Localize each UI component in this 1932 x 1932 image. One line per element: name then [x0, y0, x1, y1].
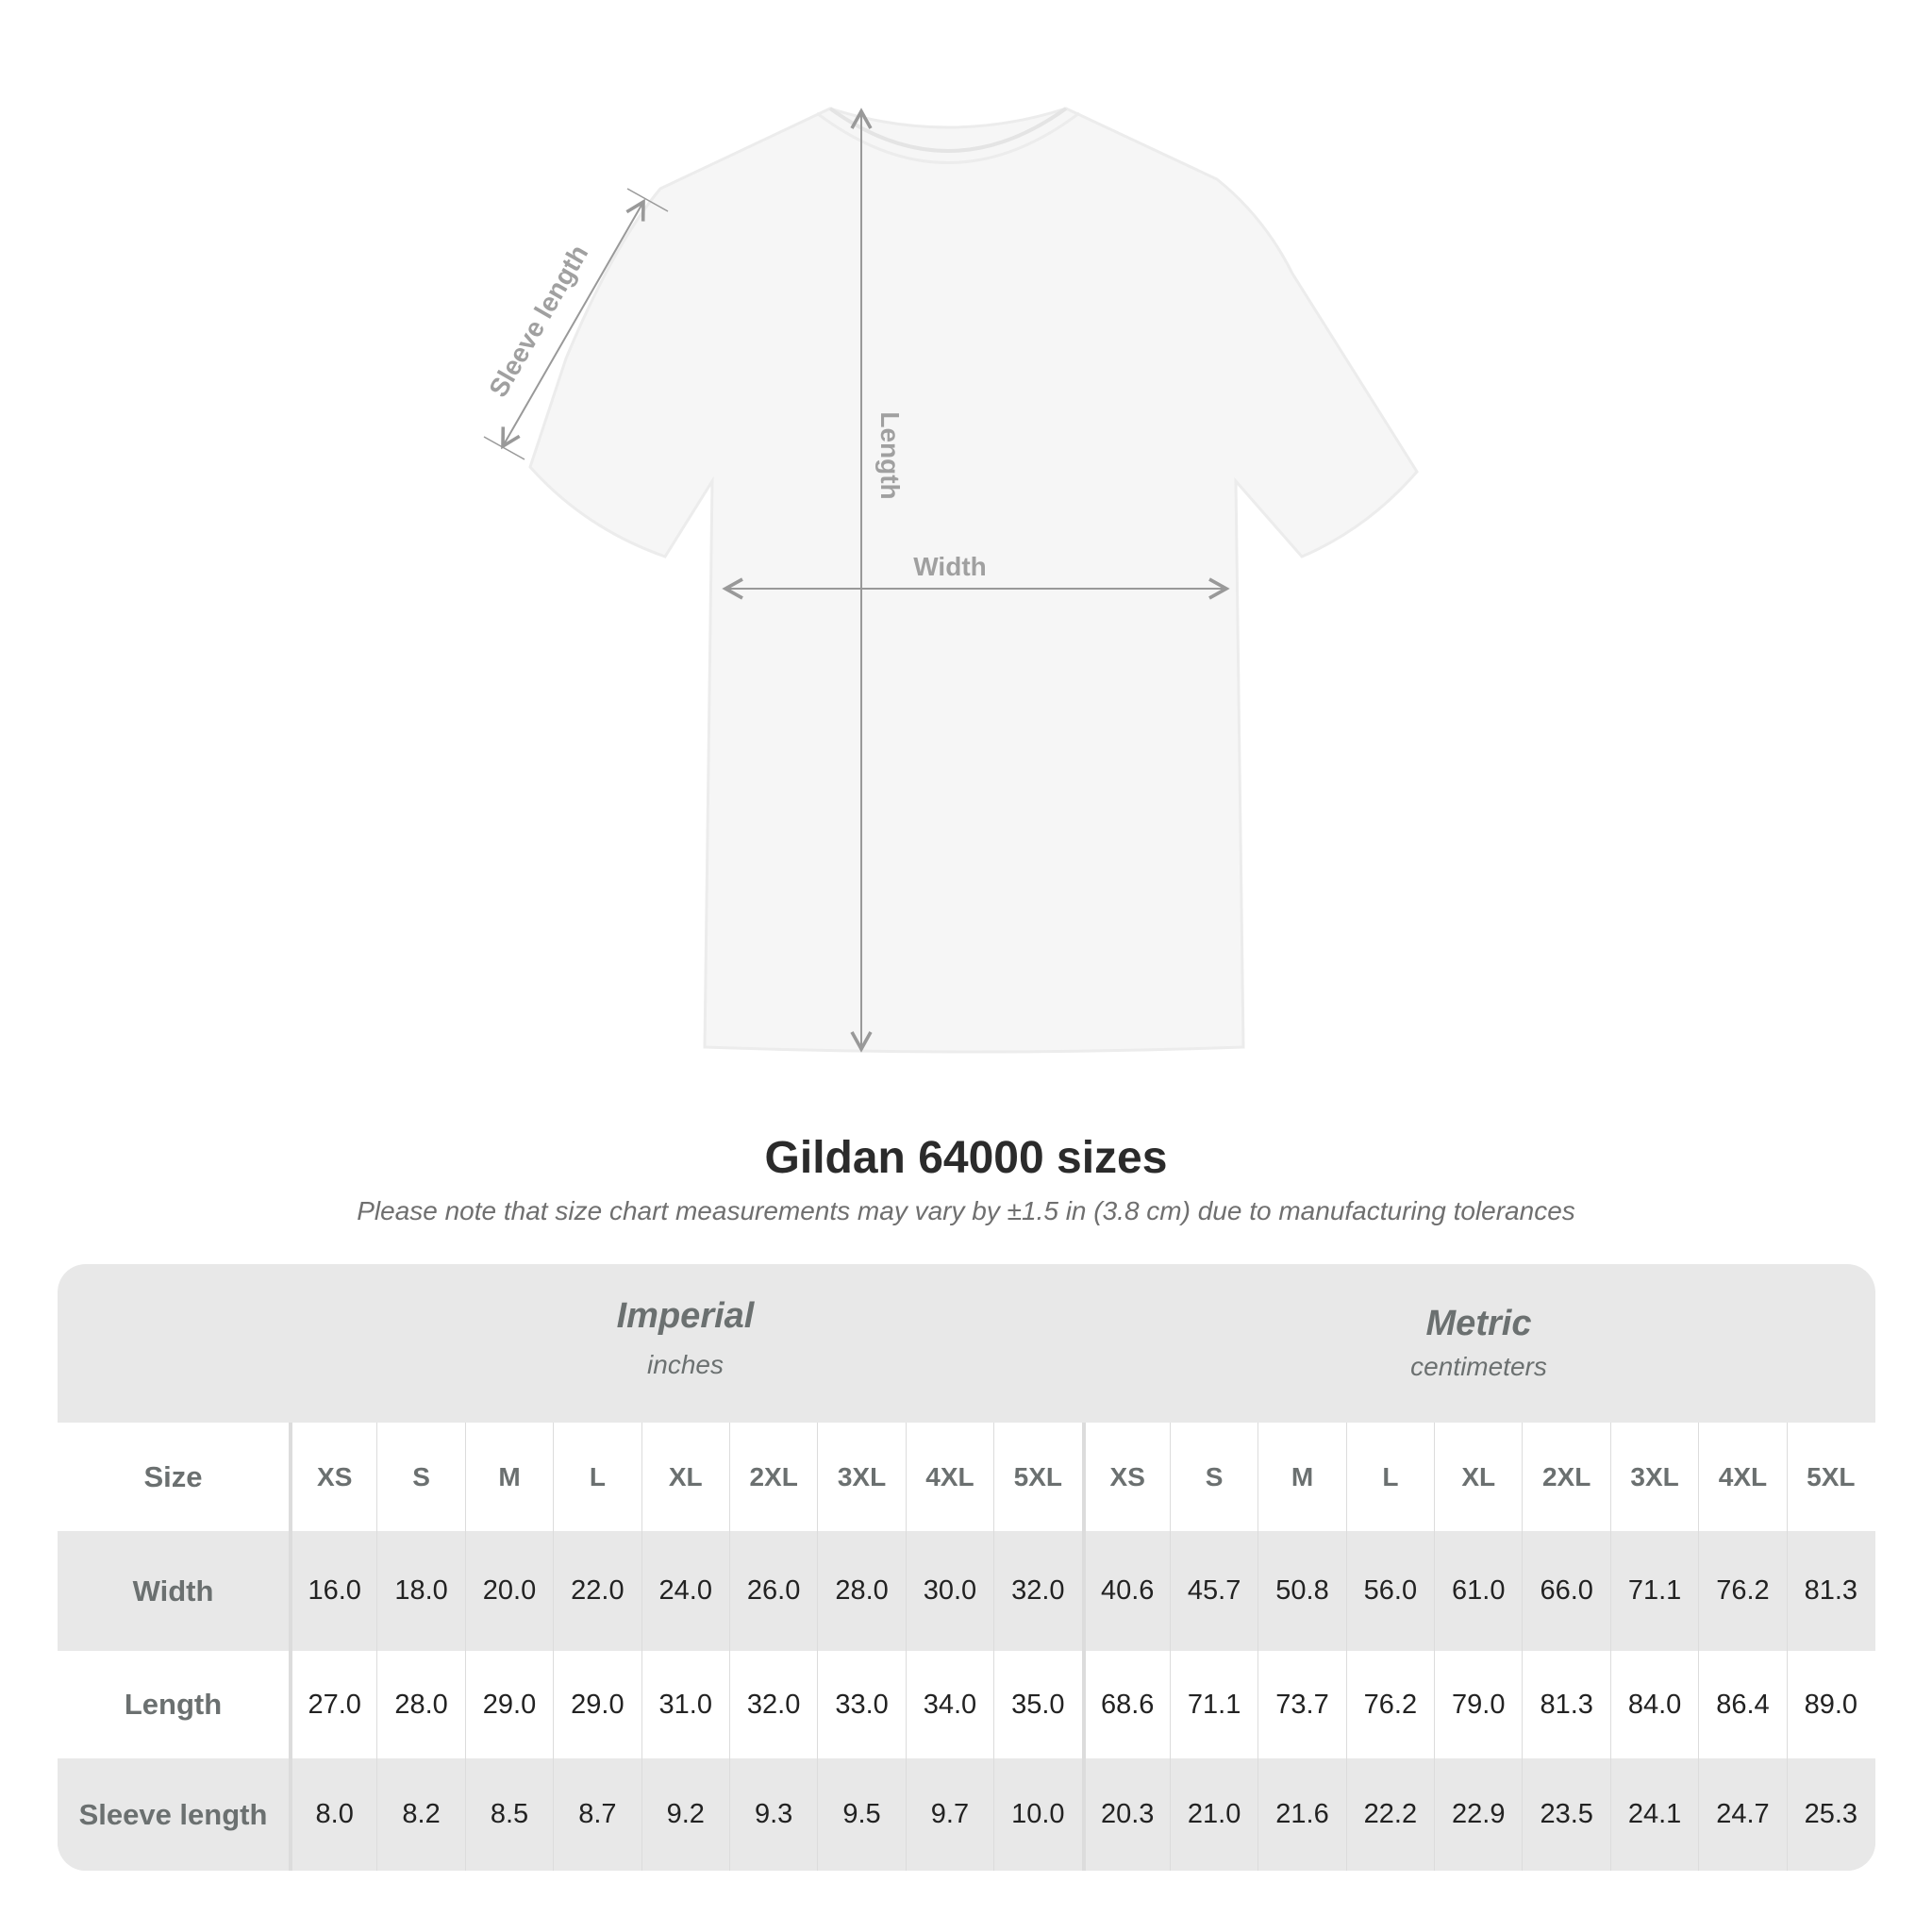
imperial-size-header: 5XL [993, 1423, 1081, 1531]
imperial-value-cell: 29.0 [553, 1651, 641, 1758]
metric-value-cell: 22.2 [1345, 1758, 1434, 1871]
metric-value-cell: 61.0 [1434, 1531, 1522, 1651]
table-row: Sleeve length 8.0 8.2 8.5 8.7 9.2 9.3 9.5 9.7 10.… [58, 1758, 1875, 1871]
imperial-value-cell: 34.0 [905, 1651, 993, 1758]
metric-value-cell: 89.0 [1786, 1651, 1874, 1758]
imperial-unit: inches [647, 1350, 724, 1379]
metric-value-cell: 73.7 [1257, 1651, 1345, 1758]
metric-size-header: M [1257, 1423, 1345, 1531]
imperial-value-cell: 24.0 [641, 1531, 729, 1651]
metric-value-cell: 24.7 [1698, 1758, 1786, 1871]
metric-value-cell: 25.3 [1786, 1758, 1874, 1871]
page-title: Gildan 64000 sizes [764, 1133, 1168, 1183]
metric-value-cell: 21.6 [1257, 1758, 1345, 1871]
tolerance-note: Please note that size chart measurements… [357, 1196, 1575, 1225]
imperial-header: Imperial inches [289, 1264, 1082, 1423]
metric-value-cell: 66.0 [1522, 1531, 1609, 1651]
imperial-size-header: 3XL [817, 1423, 905, 1531]
row-label: Sleeve length [78, 1797, 268, 1831]
row-label: Length [124, 1688, 223, 1721]
imperial-value-cell: 8.2 [376, 1758, 464, 1871]
metric-value-cell: 86.4 [1698, 1651, 1786, 1758]
size-table: Imperial inches Metric centimeters Size X… [58, 1264, 1875, 1871]
imperial-value-cell: 32.0 [993, 1531, 1081, 1651]
metric-size-header: 3XL [1609, 1423, 1698, 1531]
imperial-value-cell: 18.0 [376, 1531, 464, 1651]
imperial-value-cell: 27.0 [289, 1651, 376, 1758]
imperial-value-cell: 22.0 [553, 1531, 641, 1651]
imperial-value-cell: 33.0 [817, 1651, 905, 1758]
imperial-value-cell: 9.7 [905, 1758, 993, 1871]
imperial-size-header: 4XL [905, 1423, 993, 1531]
metric-header: Metric centimeters [1082, 1264, 1875, 1423]
imperial-size-header: S [376, 1423, 464, 1531]
imperial-size-header: XS [289, 1423, 376, 1531]
metric-value-cell: 50.8 [1257, 1531, 1345, 1651]
size-header-row: Size XS S M L XL 2XL 3XL 4XL 5XL XS S M L XL 2XL 3XL 4XL 5… [58, 1423, 1875, 1531]
width-label: Width [913, 552, 987, 581]
imperial-size-header: L [553, 1423, 641, 1531]
metric-size-header: XS [1081, 1423, 1170, 1531]
imperial-value-cell: 10.0 [993, 1758, 1081, 1871]
imperial-value-cell: 9.5 [817, 1758, 905, 1871]
metric-value-cell: 45.7 [1169, 1531, 1257, 1651]
metric-value-cell: 76.2 [1698, 1531, 1786, 1651]
imperial-value-cell: 31.0 [641, 1651, 729, 1758]
imperial-value-cell: 16.0 [289, 1531, 376, 1651]
row-label: Width [132, 1574, 214, 1607]
length-label: Length [875, 411, 905, 499]
size-label: Size [143, 1459, 203, 1493]
imperial-value-cell: 35.0 [993, 1651, 1081, 1758]
imperial-value-cell: 28.0 [376, 1651, 464, 1758]
table-row: Width 16.0 18.0 20.0 22.0 24.0 26.0 28.0 30.0 32.… [58, 1531, 1875, 1651]
imperial-value-cell: 9.2 [641, 1758, 729, 1871]
metric-value-cell: 81.3 [1786, 1531, 1874, 1651]
imperial-value-cell: 30.0 [905, 1531, 993, 1651]
metric-size-header: 2XL [1522, 1423, 1609, 1531]
imperial-value-cell: 32.0 [728, 1651, 817, 1758]
metric-value-cell: 23.5 [1522, 1758, 1609, 1871]
metric-value-cell: 71.1 [1169, 1651, 1257, 1758]
sleeve-arrow [501, 198, 645, 450]
metric-value-cell: 40.6 [1081, 1531, 1170, 1651]
metric-size-header: XL [1434, 1423, 1522, 1531]
metric-size-header: 5XL [1786, 1423, 1874, 1531]
metric-value-cell: 20.3 [1081, 1758, 1170, 1871]
metric-size-header: 4XL [1698, 1423, 1786, 1531]
metric-value-cell: 68.6 [1081, 1651, 1170, 1758]
imperial-size-header: M [464, 1423, 553, 1531]
imperial-value-cell: 8.7 [553, 1758, 641, 1871]
metric-value-cell: 21.0 [1169, 1758, 1257, 1871]
metric-value-cell: 71.1 [1609, 1531, 1698, 1651]
imperial-size-header: XL [641, 1423, 729, 1531]
imperial-value-cell: 29.0 [464, 1651, 553, 1758]
metric-size-header: L [1345, 1423, 1434, 1531]
tshirt-diagram: Sleeve length Length Width [483, 107, 1419, 1054]
metric-value-cell: 76.2 [1345, 1651, 1434, 1758]
metric-value-cell: 81.3 [1522, 1651, 1609, 1758]
metric-value-cell: 22.9 [1434, 1758, 1522, 1871]
imperial-value-cell: 8.0 [289, 1758, 376, 1871]
imperial-title: Imperial [616, 1296, 755, 1336]
imperial-size-header: 2XL [728, 1423, 817, 1531]
metric-value-cell: 56.0 [1345, 1531, 1434, 1651]
imperial-value-cell: 26.0 [728, 1531, 817, 1651]
table-row: Length 27.0 28.0 29.0 29.0 31.0 32.0 33.0 34.0 35… [58, 1651, 1875, 1758]
metric-value-cell: 79.0 [1434, 1651, 1522, 1758]
metric-value-cell: 84.0 [1609, 1651, 1698, 1758]
imperial-value-cell: 28.0 [817, 1531, 905, 1651]
metric-size-header: S [1169, 1423, 1257, 1531]
metric-unit: centimeters [1410, 1352, 1547, 1381]
imperial-value-cell: 9.3 [728, 1758, 817, 1871]
imperial-value-cell: 8.5 [464, 1758, 553, 1871]
imperial-value-cell: 20.0 [464, 1531, 553, 1651]
metric-value-cell: 24.1 [1609, 1758, 1698, 1871]
metric-title: Metric [1425, 1304, 1532, 1343]
